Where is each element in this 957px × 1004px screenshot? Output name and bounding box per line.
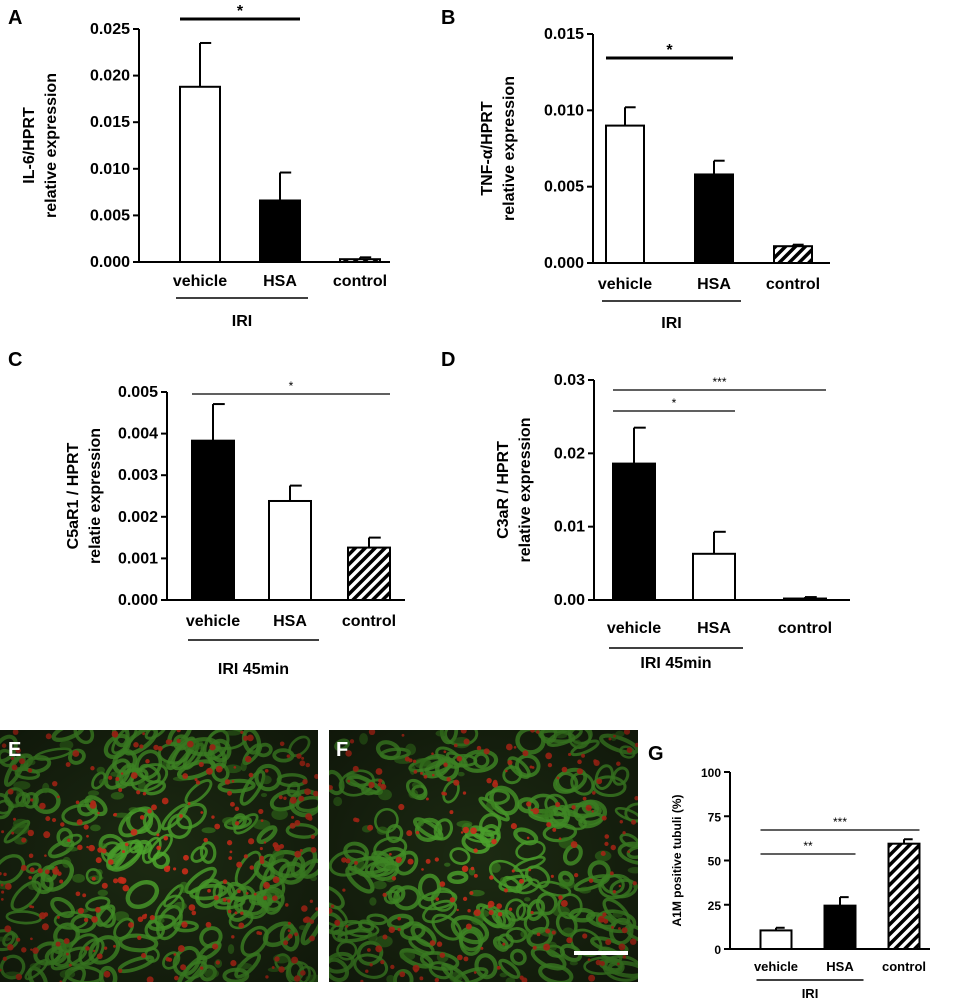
y-tick-label-b: 0.005 [544, 179, 584, 196]
significance-label-g: *** [833, 815, 847, 829]
bar-b-HSA [694, 173, 734, 265]
category-label-c: vehicle [186, 613, 240, 630]
panel-letter-b: B [441, 7, 455, 29]
panel-letter-c: C [8, 349, 22, 371]
micrograph-letter-e: E [8, 739, 21, 761]
y-axis-title-d: relative expression [517, 418, 534, 563]
y-tick-label-b: 0.000 [544, 255, 584, 272]
category-label-d: vehicle [607, 620, 661, 637]
chart-panel-a: 0.000 0.005 0.010 0.015 0.020 0.025 IL-6/HPRT r… [21, 3, 390, 330]
group-label-d: IRI 45min [640, 655, 711, 672]
bar-b-control [773, 245, 813, 264]
bar-g-control [887, 842, 921, 950]
bar-g-HSA [823, 904, 857, 951]
chart-panel-d: 0.00 0.01 0.02 0.03 C3aR / HPRT relative expr… [495, 372, 850, 672]
y-tick-label-b: 0.015 [544, 26, 584, 43]
panel-letter-a: A [8, 7, 22, 29]
y-tick-label-a: 0.020 [90, 68, 130, 85]
category-label-a: HSA [263, 273, 297, 290]
significance-label-c: * [289, 379, 294, 393]
bar-c-HSA [268, 499, 312, 602]
scale-bar [574, 951, 628, 955]
y-tick-label-g: 75 [708, 810, 722, 824]
significance-label-b: * [666, 42, 673, 59]
bar-d-vehicle [612, 462, 656, 601]
panel-letter-d: D [441, 349, 455, 371]
y-tick-label-c: 0.003 [118, 467, 158, 484]
y-tick-label-c: 0.001 [118, 550, 158, 567]
y-tick-label-g: 0 [714, 943, 721, 957]
y-tick-label-a: 0.015 [90, 114, 130, 131]
y-tick-label-c: 0.002 [118, 509, 158, 526]
y-tick-label-g: 25 [708, 899, 722, 913]
y-tick-label-c: 0.000 [118, 592, 158, 609]
significance-label-a: * [237, 3, 244, 20]
chart-panel-g: 0 25 50 75 100 A1M positive tubuli (%) vehicle… [670, 766, 930, 1001]
y-axis-title-b: TNF-α/HPRT [479, 101, 496, 195]
group-label-b: IRI [661, 315, 681, 332]
significance-label-g: ** [803, 839, 813, 853]
micrograph-letter-f: F [336, 739, 348, 761]
group-label-g: IRI [802, 986, 819, 1001]
bar-c-control [347, 546, 391, 601]
category-label-a: vehicle [173, 273, 227, 290]
y-tick-label-c: 0.004 [118, 426, 158, 443]
y-tick-label-a: 0.000 [90, 254, 130, 271]
y-axis-title-b: relative expression [501, 76, 518, 221]
y-tick-label-b: 0.010 [544, 102, 584, 119]
chart-panel-c: 0.000 0.001 0.002 0.003 0.004 0.005 C5aR1 / HP… [65, 379, 405, 678]
y-tick-label-a: 0.010 [90, 161, 130, 178]
y-axis-title-g: A1M positive tubuli (%) [670, 794, 684, 926]
y-tick-label-a: 0.025 [90, 21, 130, 38]
panel-letter-g: G [648, 743, 664, 765]
category-label-b: control [766, 276, 820, 293]
category-label-c: control [342, 613, 396, 630]
category-label-b: HSA [697, 276, 731, 293]
y-axis-title-c: C5aR1 / HPRT [65, 442, 82, 549]
y-tick-label-d: 0.01 [554, 519, 585, 536]
category-label-a: control [333, 273, 387, 290]
micrograph-f: F [329, 730, 638, 982]
group-label-c: IRI 45min [218, 661, 289, 678]
y-axis-title-c: relatie expression [87, 428, 104, 564]
y-tick-label-c: 0.005 [118, 384, 158, 401]
bar-a-vehicle [179, 85, 221, 263]
category-label-g: control [882, 959, 926, 974]
category-label-b: vehicle [598, 276, 652, 293]
y-tick-label-a: 0.005 [90, 207, 130, 224]
y-tick-label-g: 50 [708, 855, 722, 869]
y-tick-label-d: 0.02 [554, 445, 585, 462]
bar-c-vehicle [191, 439, 235, 601]
chart-panel-b: 0.000 0.005 0.010 0.015 TNF-α/HPRT relative e… [479, 26, 830, 332]
category-label-d: HSA [697, 620, 731, 637]
category-label-d: control [778, 620, 832, 637]
category-label-g: HSA [826, 959, 854, 974]
category-label-g: vehicle [754, 959, 798, 974]
y-axis-title-d: C3aR / HPRT [495, 441, 512, 539]
y-axis-title-a: relative expression [43, 73, 60, 218]
significance-label-d: * [672, 396, 677, 410]
y-tick-label-d: 0.03 [554, 372, 585, 389]
y-tick-label-d: 0.00 [554, 592, 585, 609]
y-axis-title-a: IL-6/HPRT [21, 107, 38, 184]
category-label-c: HSA [273, 613, 307, 630]
bar-d-HSA [692, 552, 736, 601]
bar-a-control [339, 258, 381, 264]
group-label-a: IRI [232, 313, 252, 330]
significance-label-d: *** [712, 375, 726, 389]
micrograph-e: E [0, 730, 318, 982]
y-tick-label-g: 100 [701, 766, 721, 780]
bar-b-vehicle [605, 124, 645, 264]
bar-a-HSA [259, 199, 301, 264]
bar-g-vehicle [759, 929, 793, 950]
bar-d-control [783, 597, 827, 601]
